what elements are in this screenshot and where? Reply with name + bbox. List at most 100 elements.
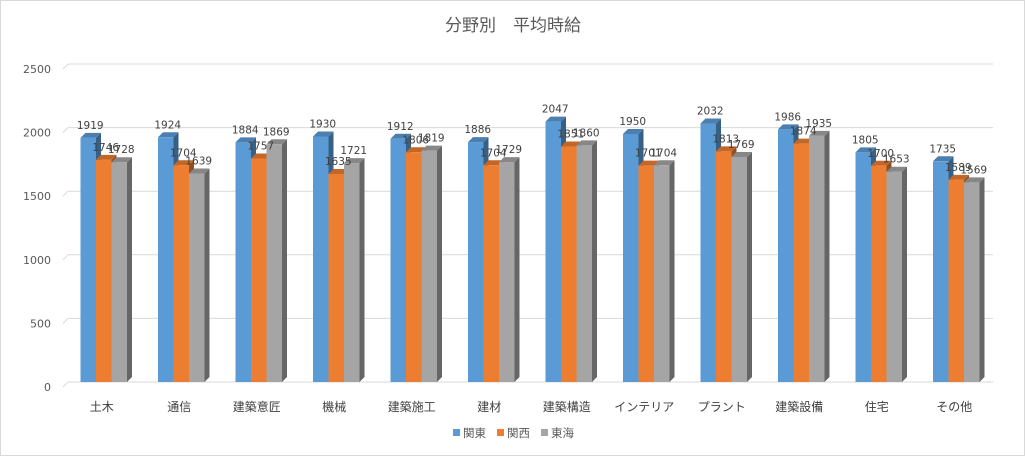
bar <box>809 135 825 382</box>
bar-top <box>468 137 489 143</box>
bar-top <box>80 132 101 138</box>
category-label: インテリア <box>614 400 674 414</box>
bar <box>80 137 96 382</box>
bar <box>468 142 484 382</box>
bar <box>406 152 422 382</box>
bar-top <box>313 131 334 137</box>
category-label: 機械 <box>322 399 346 414</box>
bar-top <box>778 124 799 130</box>
bar-top <box>266 139 287 145</box>
category-label: その他 <box>936 400 972 414</box>
data-label: 1704 <box>650 147 677 159</box>
bar-top <box>700 118 721 124</box>
bar <box>638 165 654 382</box>
category-label: 建材 <box>477 400 501 414</box>
bar-side <box>204 168 210 382</box>
bar <box>871 165 887 382</box>
y-tick-label: 500 <box>30 317 51 330</box>
bar-top <box>948 174 969 180</box>
gridline-depth <box>62 318 69 324</box>
y-tick-label: 2500 <box>23 63 51 76</box>
bar-side <box>282 139 287 382</box>
bar-side <box>747 151 752 382</box>
data-label: 1884 <box>232 124 259 136</box>
bar <box>964 182 980 382</box>
data-label: 1704 <box>480 147 507 159</box>
bar-top <box>158 132 179 138</box>
bar <box>716 151 732 382</box>
bar <box>344 163 360 382</box>
bar <box>561 146 577 382</box>
chart-title: 分野別 平均時給 <box>445 16 581 36</box>
gridline-depth <box>62 63 69 70</box>
bars <box>80 116 985 383</box>
y-axis-ticks: 0 500 1000 1500 2000 2500 <box>23 63 51 394</box>
bar-top <box>654 160 675 166</box>
bar-top <box>251 153 272 159</box>
data-labels: 1919174617281924170416391884175718691930… <box>77 104 987 177</box>
data-label: 1874 <box>790 126 817 138</box>
data-label: 1635 <box>325 156 352 168</box>
bar <box>173 165 189 382</box>
data-label: 1569 <box>960 164 987 176</box>
bar-side <box>514 157 520 382</box>
bar-side <box>979 177 985 382</box>
data-label: 1806 <box>402 134 429 146</box>
bar-top <box>855 147 876 153</box>
bar-side <box>437 145 442 382</box>
category-label: 土木 <box>90 400 114 414</box>
bar <box>576 145 592 382</box>
bar <box>623 133 639 382</box>
bar <box>189 173 205 382</box>
data-label: 1729 <box>495 144 522 156</box>
data-label: 1700 <box>867 148 894 160</box>
data-label: 1930 <box>309 119 336 131</box>
data-label: 1746 <box>92 142 119 154</box>
data-label: 1769 <box>728 139 755 151</box>
data-label: 1757 <box>247 141 274 153</box>
data-label: 1805 <box>852 134 879 146</box>
legend-label: 東海 <box>551 426 574 440</box>
bar-top <box>111 157 132 163</box>
bar-top <box>483 160 504 166</box>
data-label: 1950 <box>619 116 646 128</box>
data-label: 1886 <box>464 124 491 136</box>
bar-top <box>421 145 442 151</box>
bar-top <box>96 154 117 160</box>
bar <box>778 129 794 382</box>
bar <box>313 136 329 382</box>
data-label: 2047 <box>542 104 569 116</box>
bar-top <box>623 128 644 134</box>
category-label: プラント <box>698 400 746 414</box>
legend-swatch <box>453 429 460 436</box>
bar <box>933 161 949 382</box>
data-label: 2032 <box>697 106 724 118</box>
bar-side <box>824 130 830 382</box>
bar-side <box>902 166 907 382</box>
data-label: 1851 <box>557 129 584 141</box>
bar-top <box>576 140 597 146</box>
data-label: 1639 <box>185 156 212 168</box>
bar-top <box>964 177 985 183</box>
y-tick-label: 1500 <box>23 190 51 203</box>
data-label: 1728 <box>108 144 135 156</box>
category-label: 通信 <box>167 400 191 414</box>
bar <box>390 138 406 382</box>
gridline-depth <box>62 190 69 197</box>
bar-top <box>328 169 349 175</box>
data-label: 1735 <box>929 143 956 155</box>
gridline-depth <box>62 127 69 133</box>
bar-side <box>592 140 597 382</box>
legend-label: 関東 <box>463 426 486 440</box>
data-label: 1721 <box>340 145 367 157</box>
bar-top <box>638 160 659 166</box>
data-label: 1701 <box>635 148 662 160</box>
bar <box>499 162 515 382</box>
bar <box>96 159 112 382</box>
bar-top <box>809 130 830 136</box>
bar-top <box>731 151 752 157</box>
data-label: 1813 <box>712 133 739 145</box>
y-tick-label: 1000 <box>23 254 51 267</box>
